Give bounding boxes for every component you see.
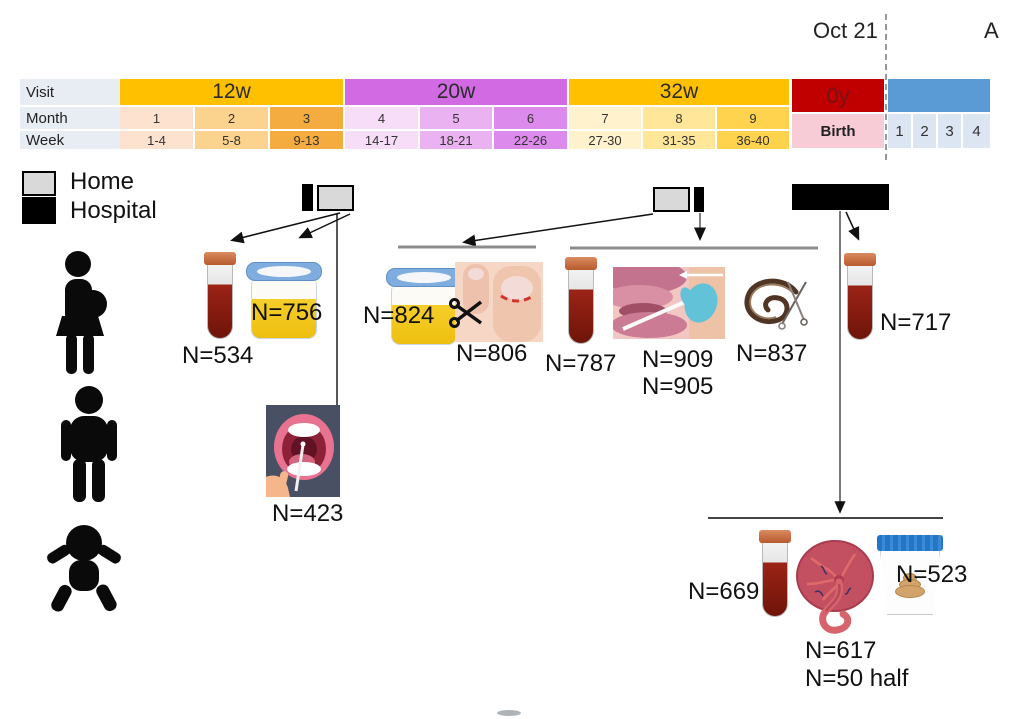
row-label-week: Week bbox=[20, 131, 120, 149]
month-cell: 1 bbox=[120, 107, 193, 129]
visit-header-postnatal bbox=[888, 79, 990, 112]
n-label-swab-a-32w: N=909 bbox=[642, 346, 714, 373]
week-cell: 14-17 bbox=[345, 131, 418, 149]
postnatal-month-cell: 4 bbox=[963, 114, 990, 148]
week-cell: 36-40 bbox=[717, 131, 789, 149]
birth-cell: Birth bbox=[792, 114, 884, 148]
arrow-to-blood-534 bbox=[230, 212, 341, 244]
month-cell: 6 bbox=[494, 107, 567, 129]
n-label-blood-32w: N=787 bbox=[545, 350, 617, 377]
n-label-placenta-a: N=617 bbox=[805, 637, 877, 664]
week-cell: 22-26 bbox=[494, 131, 567, 149]
month-cell: 5 bbox=[420, 107, 492, 129]
n-label-urine-12w: N=756 bbox=[251, 299, 323, 326]
visit32-hospital-marker bbox=[694, 187, 704, 212]
n-label-hair-32w: N=837 bbox=[736, 340, 808, 367]
n-label-toenail-20w: N=806 bbox=[456, 340, 528, 367]
week-cell: 9-13 bbox=[270, 131, 343, 149]
legend-hospital-label: Hospital bbox=[70, 197, 157, 224]
n-label-blood-birth: N=717 bbox=[880, 309, 952, 336]
week-cell: 27-30 bbox=[569, 131, 641, 149]
n-label-saliva-12w: N=423 bbox=[272, 500, 344, 527]
hair-sample-icon bbox=[736, 272, 810, 334]
date-label-partial: A bbox=[984, 18, 999, 43]
visit12-home-marker bbox=[317, 185, 354, 211]
placenta-icon bbox=[793, 538, 879, 640]
visit-header-32w: 32w bbox=[569, 79, 789, 105]
n-label-blood-12w: N=534 bbox=[182, 342, 254, 369]
birth-hospital-marker bbox=[792, 184, 889, 210]
postnatal-month-cell: 1 bbox=[888, 114, 911, 148]
oct21-divider-line bbox=[885, 14, 887, 160]
blood-tube-icon bbox=[204, 252, 236, 339]
month-cell: 8 bbox=[643, 107, 715, 129]
mouth-swab-icon bbox=[266, 405, 340, 497]
blood-tube-icon bbox=[844, 253, 876, 340]
month-cell: 4 bbox=[345, 107, 418, 129]
visit-header-0y: 0y bbox=[792, 79, 884, 112]
visit-header-20w: 20w bbox=[345, 79, 567, 105]
blood-tube-icon bbox=[565, 257, 597, 344]
urine-cup-icon bbox=[246, 262, 322, 339]
n-label-placenta-b: N=50 half bbox=[805, 665, 909, 692]
arrow-to-20w-samples bbox=[462, 213, 654, 247]
n-label-stool: N=523 bbox=[896, 561, 968, 588]
month-cell: 2 bbox=[195, 107, 268, 129]
scissors-icon bbox=[448, 293, 486, 331]
month-cell: 7 bbox=[569, 107, 641, 129]
legend-home-label: Home bbox=[70, 168, 135, 195]
legend-hospital-swatch bbox=[22, 197, 56, 224]
n-label-swab-b-32w: N=905 bbox=[642, 373, 714, 400]
week-cell: 31-35 bbox=[643, 131, 715, 149]
urine-cup-icon bbox=[386, 268, 462, 345]
vaginal-swab-icon bbox=[613, 267, 725, 339]
week-cell: 5-8 bbox=[195, 131, 268, 149]
month-cell: 9 bbox=[717, 107, 789, 129]
week-cell: 1-4 bbox=[120, 131, 193, 149]
n-label-blood-post: N=669 bbox=[688, 578, 760, 605]
legend-home-swatch bbox=[22, 171, 56, 196]
month-cell: 3 bbox=[270, 107, 343, 129]
date-label-oct21: Oct 21 bbox=[813, 18, 878, 43]
postnatal-month-cell: 3 bbox=[938, 114, 961, 148]
n-label-urine-20w: N=824 bbox=[363, 302, 435, 329]
adult-icon bbox=[50, 385, 130, 503]
postnatal-month-cell: 2 bbox=[913, 114, 936, 148]
row-label-month: Month bbox=[20, 107, 120, 129]
toenail-clipping-icon bbox=[455, 262, 543, 342]
stool-cup-icon bbox=[877, 535, 943, 615]
visit-header-12w: 12w bbox=[120, 79, 343, 105]
visit12-hospital-marker bbox=[302, 184, 313, 211]
page-edge-artifact bbox=[497, 710, 521, 716]
baby-icon bbox=[40, 520, 130, 620]
row-label-visit: Visit bbox=[20, 79, 120, 105]
arrow-to-urine-756 bbox=[298, 213, 351, 239]
blood-tube-icon bbox=[759, 530, 791, 617]
pregnant-woman-icon bbox=[40, 250, 120, 378]
week-cell: 18-21 bbox=[420, 131, 492, 149]
visit32-home-marker bbox=[653, 187, 690, 212]
arrow-to-blood-717 bbox=[845, 211, 860, 241]
